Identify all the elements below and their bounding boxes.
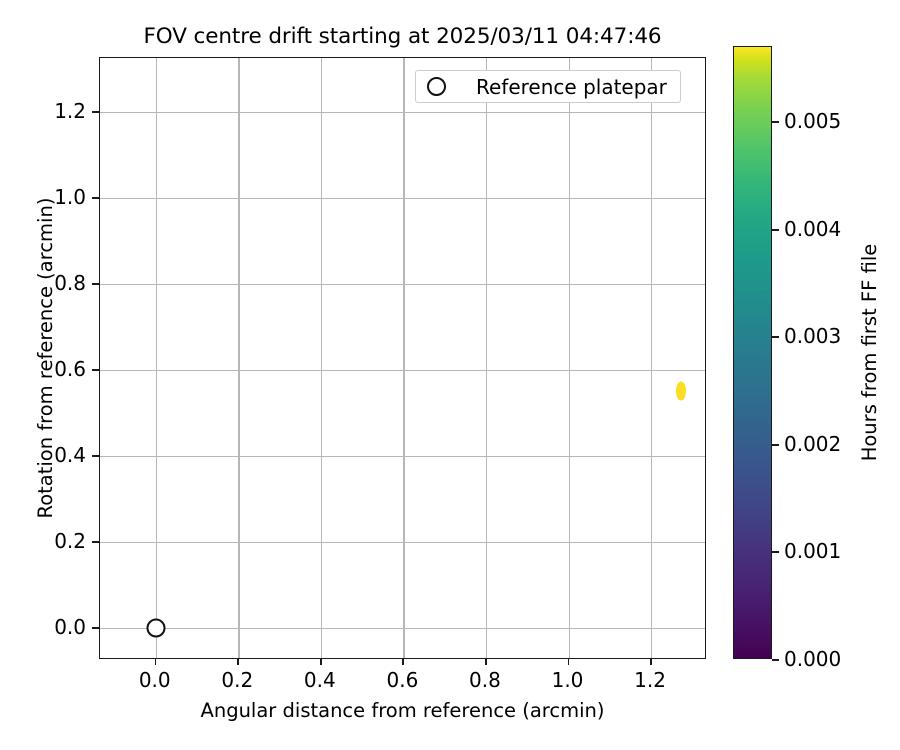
x-tick-mark [154, 659, 157, 665]
colorbar-label: Hours from first FF file [858, 243, 881, 462]
legend-marker-open-circle-icon [427, 77, 446, 96]
legend-item-label: Reference platepar [476, 74, 667, 99]
y-tick-mark [92, 196, 99, 199]
colorbar-tick-mark [772, 659, 779, 661]
y-tick-label: 0.2 [54, 528, 86, 553]
colorbar-tick-mark [772, 443, 779, 446]
axes-frame [99, 57, 706, 659]
legend: Reference platepar [415, 70, 681, 103]
x-tick-label: 0.4 [303, 668, 336, 692]
x-tick-label: 1.2 [634, 668, 666, 692]
x-tick-mark [567, 659, 570, 665]
plot-area [100, 58, 705, 658]
colorbar-gradient [734, 47, 771, 658]
x-tick-mark [484, 659, 487, 665]
x-tick-mark [319, 659, 322, 665]
y-tick-mark [92, 540, 99, 543]
colorbar-tick-label: 0.005 [784, 109, 842, 134]
x-tick-label: 0.6 [386, 668, 419, 692]
y-tick-label: 0.6 [54, 356, 86, 381]
colorbar [733, 46, 772, 659]
gridline-vertical [485, 58, 488, 658]
reference-platepar-marker [146, 618, 166, 638]
y-tick-label: 1.0 [54, 184, 86, 209]
gridline-vertical [320, 58, 323, 658]
colorbar-tick-label: 0.004 [784, 216, 842, 241]
y-tick-mark [92, 454, 99, 457]
y-tick-label: 1.2 [54, 98, 86, 123]
colorbar-tick-label: 0.003 [784, 324, 842, 349]
page-title: FOV centre drift starting at 2025/03/11 … [143, 24, 662, 49]
x-tick-mark [237, 659, 239, 665]
gridline-horizontal [100, 455, 705, 458]
gridline-horizontal [100, 283, 705, 286]
gridline-horizontal [100, 197, 705, 200]
gridline-horizontal [100, 541, 705, 544]
gridline-vertical [651, 58, 653, 658]
x-tick-label: 0.0 [138, 668, 171, 692]
y-tick-mark [92, 368, 99, 371]
x-tick-mark [650, 659, 652, 665]
colorbar-tick-label: 0.002 [784, 431, 842, 456]
y-tick-mark [92, 626, 99, 629]
y-tick-mark [92, 282, 99, 285]
colorbar-tick-mark [772, 551, 779, 554]
colorbar-tick-label: 0.001 [784, 539, 842, 564]
gridline-horizontal [100, 369, 705, 372]
gridline-vertical [238, 58, 240, 658]
y-tick-mark [92, 110, 99, 113]
y-axis-label: Rotation from reference (arcmin) [34, 197, 57, 519]
gridline-vertical [568, 58, 570, 658]
colorbar-tick-mark [772, 336, 779, 339]
y-tick-label: 0.8 [54, 270, 86, 295]
gridline-vertical [155, 58, 158, 658]
x-axis-label: Angular distance from reference (arcmin) [200, 699, 605, 722]
colorbar-tick-label: 0.000 [784, 647, 842, 671]
x-tick-label: 1.0 [551, 668, 584, 692]
colorbar-tick-mark [772, 228, 779, 231]
y-tick-label: 0.4 [54, 442, 86, 467]
x-tick-label: 0.8 [469, 668, 501, 692]
x-tick-label: 0.2 [221, 668, 254, 692]
gridline-vertical [403, 58, 405, 658]
y-tick-label: 0.0 [54, 614, 86, 639]
x-tick-mark [402, 659, 405, 665]
gridline-horizontal [100, 627, 705, 630]
gridline-horizontal [100, 111, 705, 114]
data-point [675, 381, 686, 401]
colorbar-tick-mark [772, 121, 779, 123]
